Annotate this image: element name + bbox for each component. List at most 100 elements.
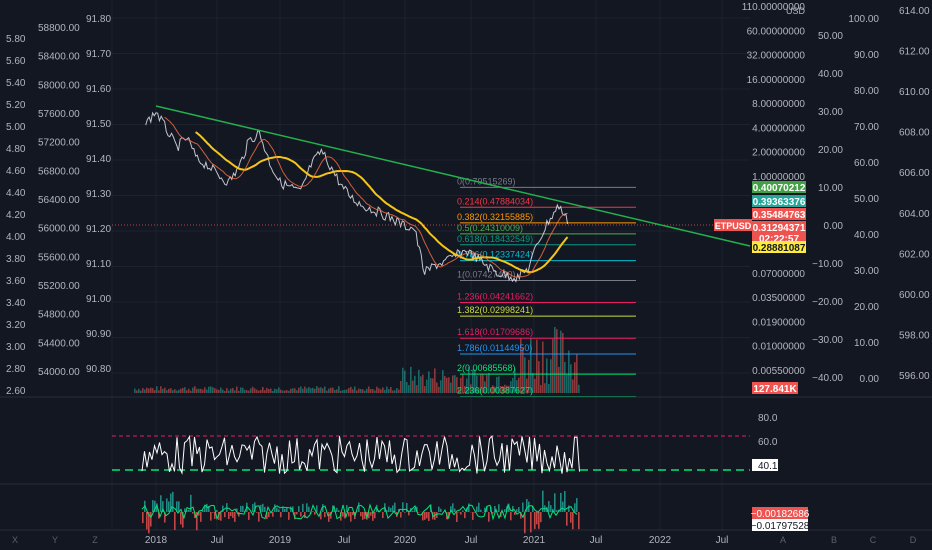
price-axis-label: 0.00550000 [752, 366, 805, 377]
volume-bar [330, 387, 332, 393]
right-axis-c-label: 606.00 [899, 168, 930, 179]
volume-bar [456, 377, 458, 393]
volume-bar [462, 374, 464, 393]
price-tag: 0.39363376 [753, 197, 806, 208]
volume-bar [228, 390, 230, 393]
macd-histogram-bar [540, 512, 542, 523]
volume-bar [396, 388, 398, 393]
volume-bar [208, 386, 210, 393]
macd-histogram-bar [174, 512, 176, 530]
scale-letter: Y [52, 535, 58, 545]
macd-histogram-bar [290, 506, 292, 512]
volume-bar [428, 371, 430, 393]
volume-bar [156, 386, 158, 393]
fib-label: 1.618(0.01709686) [457, 327, 533, 337]
macd-histogram-bar [182, 512, 184, 528]
time-axis[interactable]: 2018 Jul 2019 Jul 2020 Jul 2021 Jul 2022 Jul X Y Z A B… [12, 535, 917, 546]
time-axis-label: 2018 [145, 535, 168, 546]
volume-bar [450, 382, 452, 393]
fib-label: 1.236(0.04241662) [457, 292, 533, 302]
price-axis-label: 1.00000000 [752, 172, 805, 183]
price-axis-label: 8.00000000 [752, 99, 805, 110]
volume-bar [136, 390, 138, 393]
volume-bar [416, 385, 418, 393]
volume-bar [394, 390, 396, 393]
macd-histogram-bar [456, 512, 458, 522]
macd-histogram-bar [286, 507, 288, 512]
macd-histogram-bar [392, 505, 394, 512]
macd-line [141, 503, 578, 521]
moving-average-long [195, 131, 569, 274]
macd-histogram-bar [486, 506, 488, 512]
macd-histogram-bar [276, 507, 278, 512]
macd-histogram-bar [294, 512, 296, 520]
volume-bar [552, 339, 554, 393]
percent-axis-label: 50.00 [818, 31, 843, 42]
left-axis-a-label: 4.40 [6, 188, 26, 199]
volume-bar [252, 386, 254, 393]
volume-bar [398, 389, 400, 393]
macd-histogram-bar [452, 503, 454, 512]
macd-histogram-bar [234, 512, 236, 522]
macd-histogram-bar [248, 512, 250, 520]
volume-bar [154, 390, 156, 393]
macd-histogram-bar [240, 505, 242, 512]
volume-bar [420, 376, 422, 393]
macd-histogram-bar [510, 512, 512, 521]
volume-bar [480, 374, 482, 393]
price-series [145, 111, 569, 283]
macd-histogram-bar [498, 504, 500, 512]
macd-histogram-bar [342, 512, 344, 517]
macd-histogram-bar [426, 512, 428, 519]
left-axis-a-label: 3.20 [6, 320, 26, 331]
macd-histogram-bar [302, 503, 304, 512]
volume-bar [466, 378, 468, 393]
price-tag-bg [752, 221, 806, 233]
right-axis-c-label: 596.00 [899, 371, 930, 382]
right-axis-c-label: 598.00 [899, 330, 930, 341]
volume-bar [238, 390, 240, 393]
macd-histogram-bar [352, 512, 354, 516]
trend-line[interactable] [155, 105, 751, 247]
volume-bar [270, 388, 272, 393]
volume-bar [430, 378, 432, 393]
macd-histogram-bar [316, 505, 318, 512]
macd-histogram-bar [560, 492, 562, 512]
percent-axis-label: 0.00 [824, 221, 844, 232]
left-axis-c-label: 91.30 [86, 189, 111, 200]
fib-label: 2(0.00685568) [457, 363, 516, 373]
volume-bar [302, 388, 304, 393]
macd-histogram-bar [554, 493, 556, 512]
price-tag: 0.28881087 [753, 243, 806, 254]
macd-histogram-bar [362, 512, 364, 520]
macd-histogram-bar [480, 509, 482, 512]
volume-bar [276, 389, 278, 393]
volume-bar [524, 357, 526, 393]
left-axis-b-label: 54400.00 [38, 338, 80, 349]
macd-histogram-bar [424, 512, 426, 520]
volume-bar [144, 389, 146, 393]
macd-histogram-bar [548, 501, 550, 512]
volume-bar [292, 388, 294, 393]
macd-histogram-bar [208, 505, 210, 512]
scale-letter: B [831, 535, 837, 545]
price-axis-label: 32.00000000 [747, 51, 806, 62]
macd-histogram-bar [346, 505, 348, 512]
macd-histogram-bar [236, 508, 238, 512]
macd-histogram-bar [418, 512, 420, 513]
macd-histogram-bar [406, 503, 408, 512]
macd-histogram-bar [454, 508, 456, 512]
macd-tag-1-bg [752, 507, 808, 519]
volume-bar [250, 388, 252, 393]
macd-histogram-bar [402, 502, 404, 512]
macd-histogram-bar [284, 508, 286, 512]
scale-letter: Z [92, 535, 98, 545]
volume-bar [308, 387, 310, 393]
fib-label: 1.786(0.01144950) [457, 343, 532, 353]
volume-bar [166, 390, 168, 393]
macd-histogram-bar [178, 501, 180, 512]
macd-histogram-bar [150, 512, 152, 527]
volume-bar [286, 390, 288, 393]
volume-bar [256, 389, 258, 393]
